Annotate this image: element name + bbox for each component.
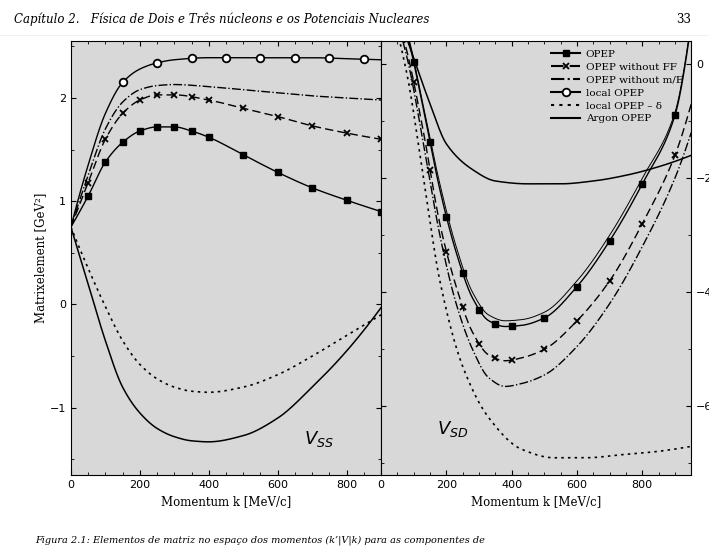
Y-axis label: Matrixelement [GeV²]: Matrixelement [GeV²] — [34, 193, 47, 323]
X-axis label: Momentum k [MeV/c]: Momentum k [MeV/c] — [161, 495, 291, 508]
Legend: OPEP, OPEP without FF, OPEP without m/E, local OPEP, local OPEP – δ, Argon OPEP: OPEP, OPEP without FF, OPEP without m/E,… — [548, 46, 686, 127]
Text: Capítulo 2.   Física de Dois e Três núcleons e os Potenciais Nucleares: Capítulo 2. Física de Dois e Três núcleo… — [14, 13, 430, 26]
X-axis label: Momentum k [MeV/c]: Momentum k [MeV/c] — [471, 495, 601, 508]
Text: 33: 33 — [676, 13, 691, 26]
Text: $V_{SD}$: $V_{SD}$ — [437, 419, 469, 439]
Text: Figura 2.1: Elementos de matriz no espaço dos momentos (k’|V|k) para as componen: Figura 2.1: Elementos de matriz no espaç… — [35, 535, 486, 545]
Text: $V_{SS}$: $V_{SS}$ — [304, 429, 334, 449]
